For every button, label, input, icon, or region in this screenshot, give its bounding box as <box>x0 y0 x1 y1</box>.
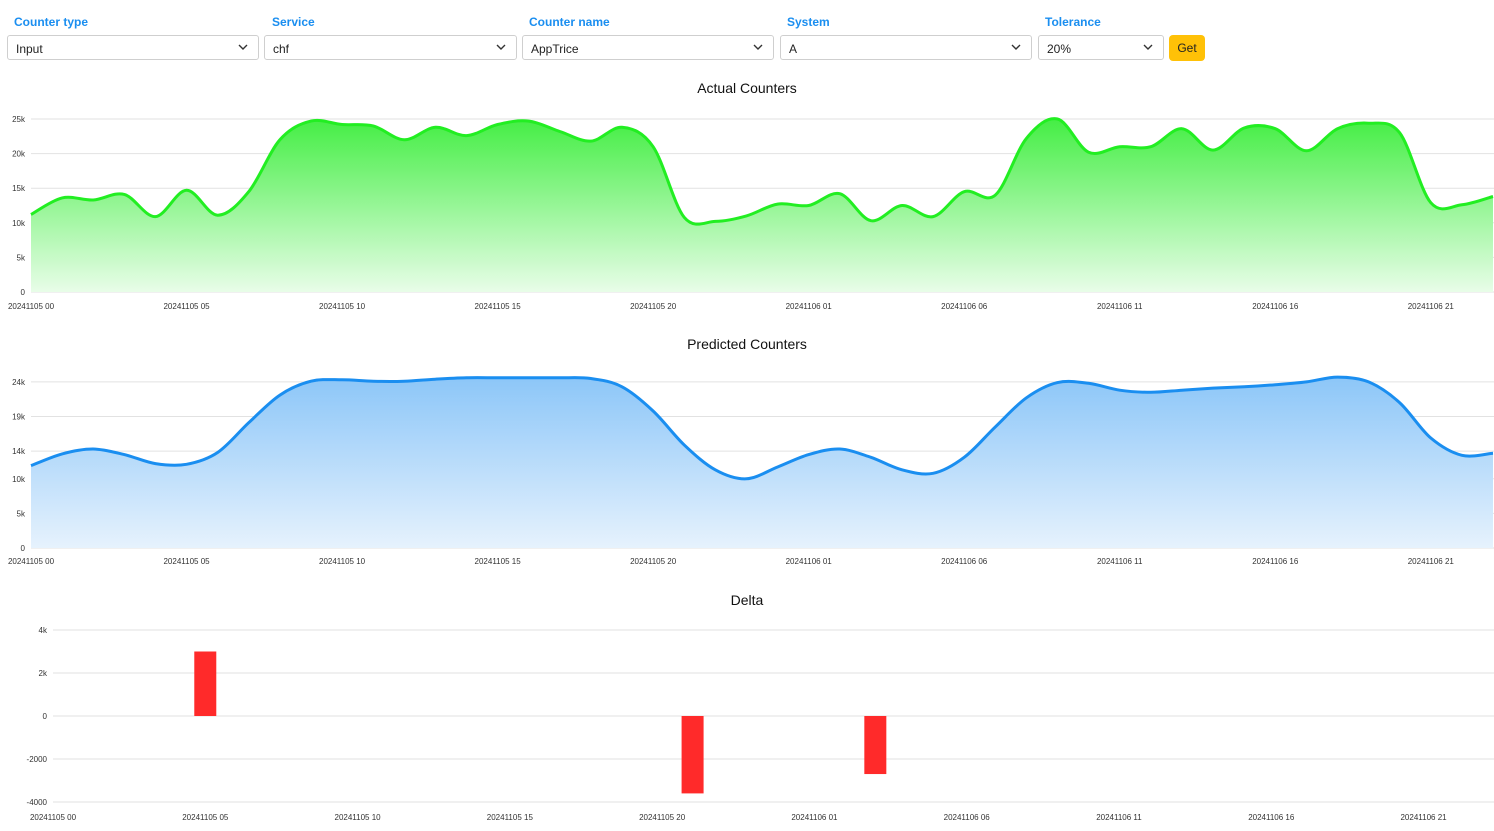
x-tick-label: 20241105 15 <box>475 302 522 311</box>
x-tick-label: 20241105 20 <box>630 557 677 566</box>
get-button[interactable]: Get <box>1169 35 1205 61</box>
y-tick-label: 10k <box>12 475 26 484</box>
y-tick-label: 0 <box>21 288 26 297</box>
x-tick-label: 20241106 16 <box>1248 813 1295 822</box>
x-tick-label: 20241106 06 <box>941 302 988 311</box>
series-line <box>30 117 1494 226</box>
counter-name-label: Counter name <box>529 15 610 29</box>
service-value: chf <box>273 42 290 56</box>
delta-chart-title: Delta <box>730 592 764 608</box>
counter-type-select[interactable]: Input <box>7 35 259 60</box>
system-value: A <box>789 42 798 56</box>
series-area <box>31 118 1493 292</box>
counter-type-label: Counter type <box>14 15 89 29</box>
x-tick-label: 20241105 05 <box>182 813 229 822</box>
series-area <box>31 377 1493 548</box>
delta-bar <box>194 651 217 716</box>
x-tick-label: 20241106 11 <box>1097 557 1143 566</box>
y-tick-label: 19k <box>12 413 26 422</box>
x-tick-label: 20241105 10 <box>335 813 382 822</box>
chevron-down-icon <box>238 44 248 50</box>
delta-bar <box>864 716 887 775</box>
chevron-down-icon <box>753 44 763 50</box>
x-tick-label: 20241106 01 <box>786 557 833 566</box>
x-tick-label: 20241106 21 <box>1408 557 1455 566</box>
actual-chart-title: Actual Counters <box>697 80 797 96</box>
x-tick-label: 20241105 05 <box>163 557 210 566</box>
tolerance-select[interactable]: 20% <box>1038 35 1164 60</box>
counter-name-value: AppTrice <box>531 42 579 56</box>
x-tick-label: 20241105 20 <box>639 813 686 822</box>
x-tick-label: 20241106 01 <box>791 813 838 822</box>
y-tick-label: 2k <box>39 669 48 678</box>
y-tick-label: -2000 <box>27 755 48 764</box>
counter-name-select[interactable]: AppTrice <box>522 35 774 60</box>
predicted-chart-title: Predicted Counters <box>687 336 807 352</box>
x-tick-label: 20241105 05 <box>163 302 210 311</box>
y-tick-label: 0 <box>21 544 26 553</box>
series-line <box>30 375 1494 481</box>
system-select[interactable]: A <box>780 35 1032 60</box>
tolerance-label: Tolerance <box>1045 15 1101 29</box>
y-tick-label: 15k <box>12 184 26 193</box>
x-tick-label: 20241105 10 <box>319 557 366 566</box>
filter-bar: Counter type Input Service chf Counter n… <box>0 0 1494 70</box>
x-tick-label: 20241106 21 <box>1400 813 1447 822</box>
tolerance-value: 20% <box>1047 42 1072 56</box>
x-tick-label: 20241106 21 <box>1408 302 1455 311</box>
y-tick-label: 20k <box>12 150 26 159</box>
y-tick-label: 0 <box>43 712 48 721</box>
x-tick-label: 20241105 00 <box>8 557 55 566</box>
delta-bar <box>681 716 704 794</box>
y-tick-label: 5k <box>17 253 26 262</box>
x-tick-label: 20241106 01 <box>786 302 833 311</box>
x-tick-label: 20241106 06 <box>941 557 988 566</box>
x-tick-label: 20241105 20 <box>630 302 677 311</box>
x-tick-label: 20241105 15 <box>475 557 522 566</box>
y-tick-label: 14k <box>12 447 26 456</box>
service-label: Service <box>272 15 315 29</box>
x-tick-label: 20241105 00 <box>8 302 55 311</box>
x-tick-label: 20241106 11 <box>1096 813 1142 822</box>
x-tick-label: 20241105 00 <box>30 813 77 822</box>
x-tick-label: 20241105 15 <box>487 813 534 822</box>
system-label: System <box>787 15 830 29</box>
y-tick-label: -4000 <box>27 798 48 807</box>
y-tick-label: 25k <box>12 115 26 124</box>
chevron-down-icon <box>1011 44 1021 50</box>
x-tick-label: 20241106 11 <box>1097 302 1143 311</box>
y-tick-label: 5k <box>17 509 26 518</box>
chevron-down-icon <box>1143 44 1153 50</box>
chevron-down-icon <box>496 44 506 50</box>
x-tick-label: 20241106 06 <box>944 813 991 822</box>
x-tick-label: 20241105 10 <box>319 302 366 311</box>
y-tick-label: 10k <box>12 219 26 228</box>
y-tick-label: 24k <box>12 378 26 387</box>
y-tick-label: 4k <box>39 626 48 635</box>
counter-type-value: Input <box>16 42 43 56</box>
service-select[interactable]: chf <box>264 35 517 60</box>
x-tick-label: 20241106 16 <box>1252 557 1299 566</box>
x-tick-label: 20241106 16 <box>1252 302 1299 311</box>
